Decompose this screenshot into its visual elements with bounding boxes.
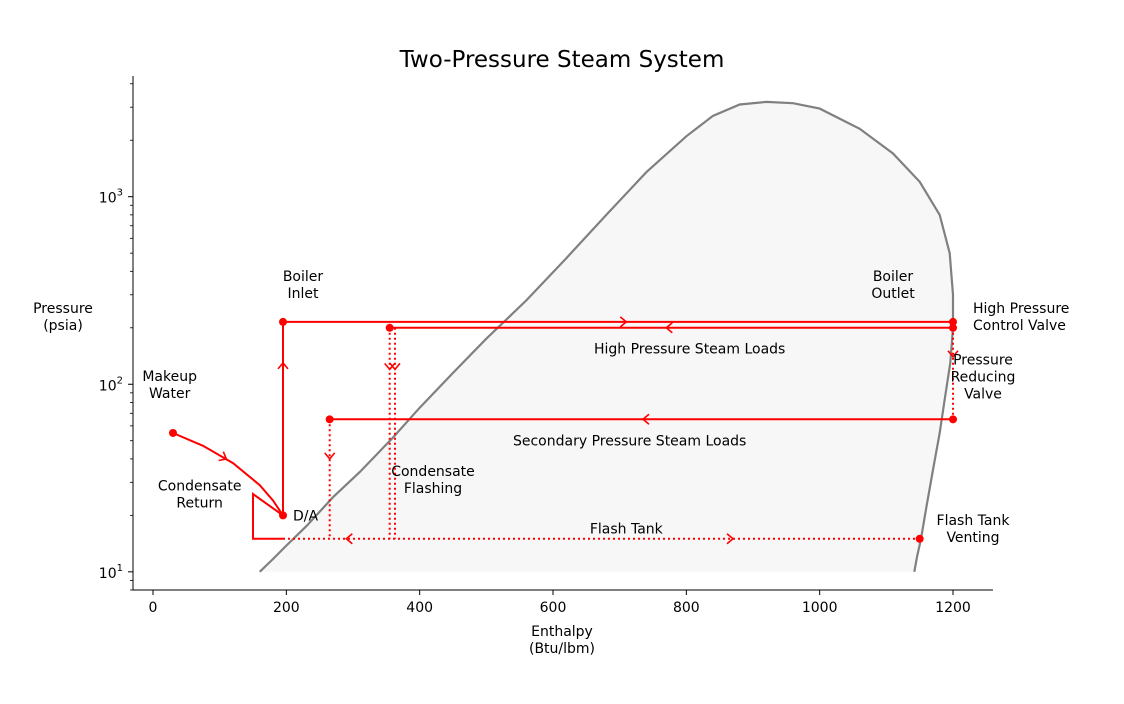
- arrow-head: [947, 350, 959, 359]
- annotation-label: D/A: [293, 508, 318, 524]
- axes: 0 200 400 600 800 1000 1200 101 102 103: [99, 76, 993, 616]
- arrow-head: [345, 533, 353, 545]
- x-tick-label: 1000: [802, 600, 838, 616]
- x-axis-label-line-2: (Btu/lbm): [529, 641, 595, 657]
- arrow-head: [384, 362, 396, 371]
- arrow-head: [324, 452, 336, 461]
- annotation-label: Flash Tank: [590, 522, 664, 538]
- x-tick-label: 800: [673, 600, 700, 616]
- state-point: [385, 323, 394, 332]
- annotation-label: Pressure Reducing Valve: [951, 352, 1016, 402]
- y-axis-label: Pressure (psia): [33, 301, 93, 334]
- state-point: [279, 511, 287, 520]
- state-points: [169, 317, 957, 543]
- x-tick-label: 0: [149, 600, 158, 616]
- x-tick-label: 1200: [935, 600, 971, 616]
- state-point: [325, 415, 334, 424]
- arrow-head: [726, 533, 735, 545]
- x-tick-label: 400: [406, 600, 433, 616]
- annotation-label: High Pressure Control Valve: [973, 301, 1069, 334]
- annotation-label: Flash Tank Venting: [937, 513, 1011, 546]
- x-axis-label: Enthalpy (Btu/lbm): [529, 624, 595, 657]
- y-tick-label: 101: [99, 563, 123, 582]
- process-lines: [172, 316, 959, 545]
- dome-curve: [258, 100, 955, 573]
- x-tick-label: 600: [540, 600, 567, 616]
- y-axis-label-line-1: Pressure: [33, 301, 93, 317]
- arrow-head: [277, 361, 289, 370]
- state-point: [279, 317, 287, 326]
- solid-process-line: [252, 492, 284, 540]
- dome-fill: [259, 101, 953, 572]
- state-point: [949, 317, 957, 326]
- arrow-head: [619, 316, 628, 328]
- y-tick-label: 102: [99, 375, 123, 394]
- annotation-label: High Pressure Steam Loads: [594, 342, 785, 358]
- arrow-head: [641, 413, 650, 425]
- annotation-label: Condensate Flashing: [391, 464, 475, 497]
- annotation-label: Boiler Inlet: [283, 269, 324, 302]
- chart-title: Two-Pressure Steam System: [399, 47, 725, 73]
- x-axis-label-line-1: Enthalpy: [531, 624, 593, 640]
- annotation-label: Makeup Water: [142, 369, 197, 402]
- state-point: [169, 428, 177, 437]
- arrow-head: [389, 362, 401, 371]
- saturation-dome: [258, 100, 955, 573]
- state-point: [915, 534, 924, 543]
- arrow-head: [665, 322, 673, 334]
- annotation-label: Boiler Outlet: [871, 269, 915, 302]
- x-tick-label: 200: [273, 600, 300, 616]
- y-axis-label-line-2: (psia): [43, 318, 83, 334]
- annotations: Boiler Inlet Boiler Outlet High Pressure Cont…: [142, 269, 1069, 546]
- y-tick-label: 103: [99, 188, 123, 207]
- annotation-label: Condensate Return: [158, 478, 242, 511]
- state-point: [949, 323, 957, 332]
- annotation-label: Secondary Pressure Steam Loads: [513, 434, 746, 450]
- state-point: [949, 415, 957, 424]
- solid-process-line: [172, 432, 284, 516]
- arrow-head: [218, 451, 228, 462]
